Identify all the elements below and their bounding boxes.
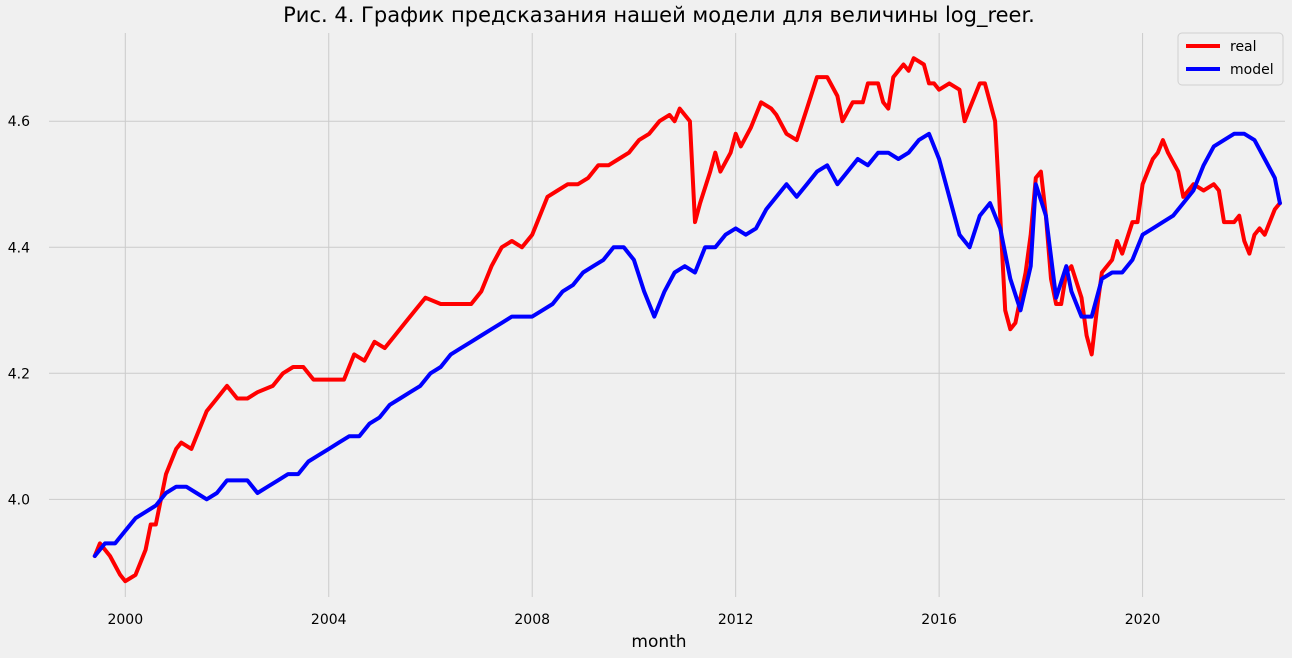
legend: real model: [1177, 32, 1284, 86]
x-tick-label: 2000: [107, 612, 143, 628]
x-tick-label: 2020: [1125, 612, 1161, 628]
chart-title: Рис. 4. График предсказания нашей модели…: [283, 3, 1035, 28]
y-tick-label: 4.4: [8, 240, 30, 256]
x-tick-label: 2004: [311, 612, 347, 628]
y-tick-label: 4.2: [8, 366, 30, 382]
x-tick-label: 2016: [921, 612, 957, 628]
series-line-real: [92, 56, 1282, 584]
series-layer: [92, 56, 1282, 584]
x-tick-label: 2008: [514, 612, 550, 628]
x-axis-label: month: [631, 632, 686, 652]
y-tick-label: 4.0: [8, 492, 30, 508]
x-tick-label: 2012: [718, 612, 754, 628]
tick-labels: 2000 2004 2008 2012 2016 2020 4.0 4.2 4.4 4.6: [8, 114, 1161, 628]
legend-label-real: real: [1230, 39, 1257, 55]
legend-label-model: model: [1230, 62, 1274, 78]
series-line-model: [92, 131, 1282, 558]
grid: [49, 33, 1285, 597]
y-tick-label: 4.6: [8, 114, 30, 130]
